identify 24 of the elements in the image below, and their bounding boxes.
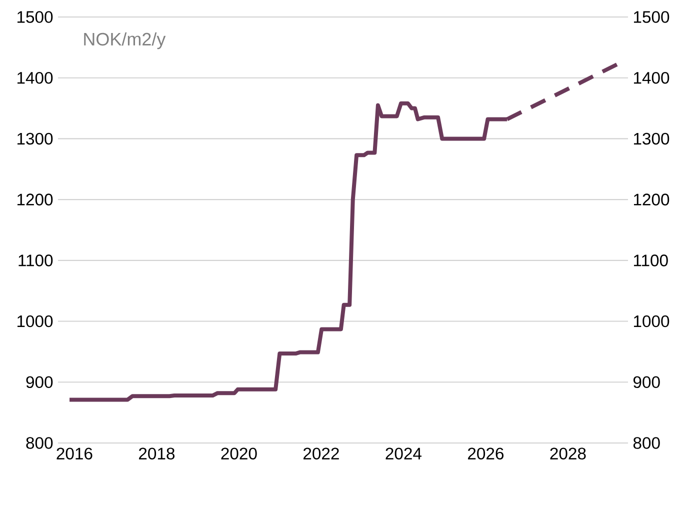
x-tick-label: 2018 [139, 448, 175, 460]
y-axis-title: NOK/m2/y [84, 32, 166, 50]
y-tick-label: 1300 [17, 132, 53, 145]
x-tick-label: 2022 [304, 448, 339, 460]
y-tick-label: 1000 [17, 315, 53, 328]
y-tick-label: 1500 [17, 11, 53, 23]
y-tick-label: 900 [26, 376, 53, 388]
y-tick-label: 1400 [17, 72, 53, 84]
y2-tick-label: 1500 [634, 11, 670, 23]
y2-tick-label: 800 [633, 437, 660, 449]
y2-tick-label: 900 [633, 376, 660, 388]
x-tick-label: 2028 [550, 448, 586, 460]
x-tick-label: 2024 [386, 448, 422, 460]
y-tick-label: 800 [26, 437, 53, 449]
y2-tick-label: 1300 [634, 132, 670, 145]
x-tick-label: 2026 [468, 448, 504, 460]
y2-tick-label: 1200 [634, 194, 670, 206]
y2-tick-label: 1000 [634, 315, 670, 328]
x-tick-label: 2016 [56, 448, 92, 460]
y-tick-label: 1200 [17, 194, 53, 206]
x-tick-label: 2020 [221, 448, 257, 460]
y2-tick-label: 1400 [634, 72, 670, 84]
y2-tick-label: 1100 [634, 254, 668, 266]
y-tick-label: 1100 [18, 254, 53, 266]
